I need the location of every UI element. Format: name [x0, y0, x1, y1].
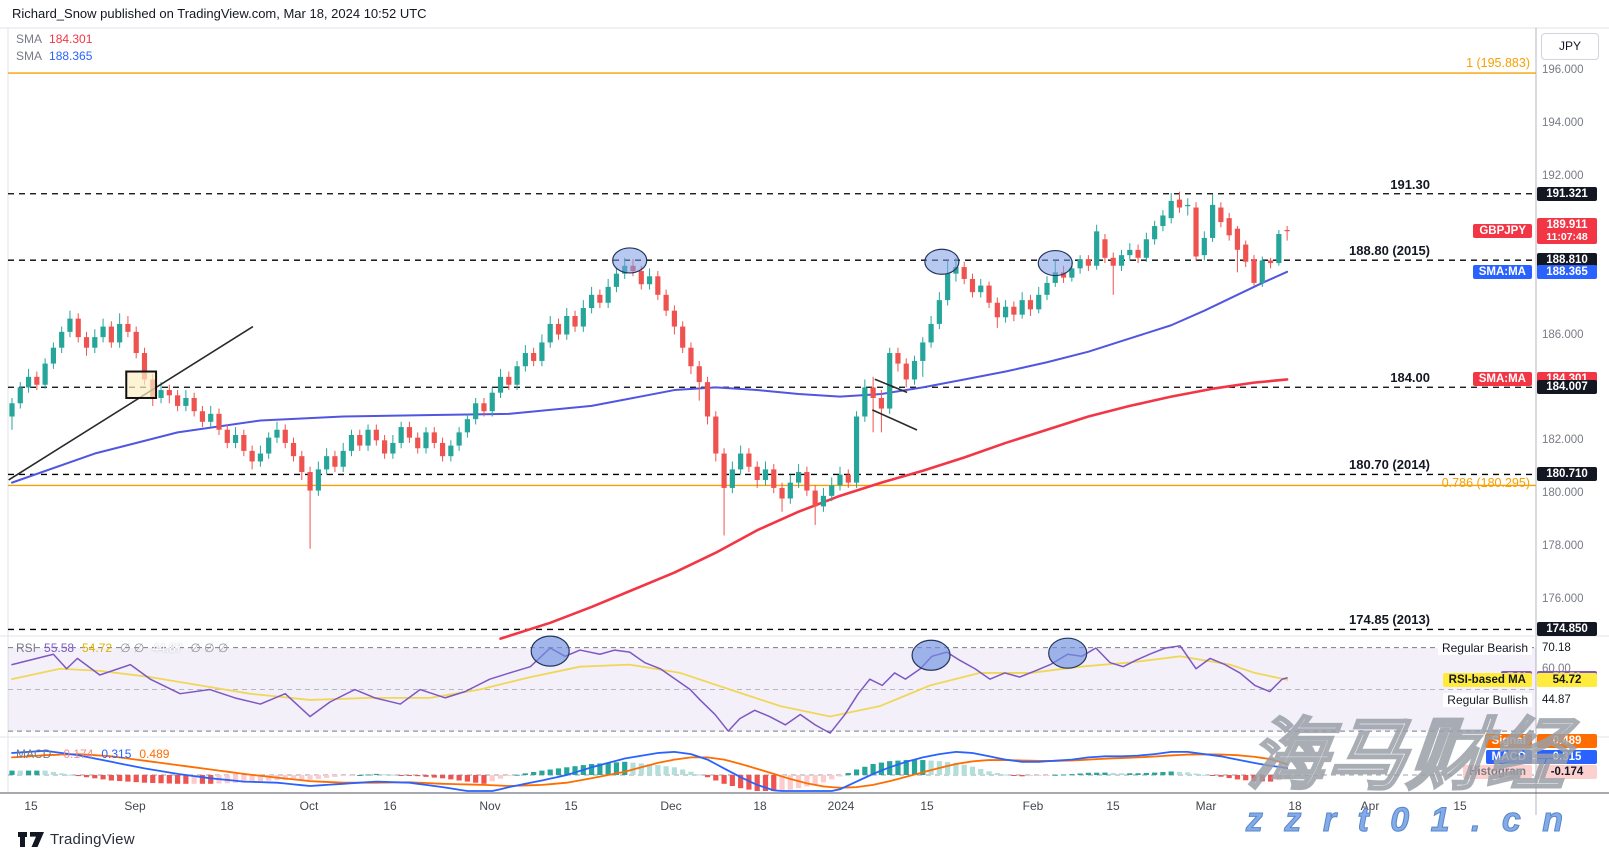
level-label: 188.80 (2015)	[1349, 243, 1430, 259]
time-axis-tick[interactable]: 18	[1288, 799, 1302, 813]
rsi-legend-item: ∅ ∅ ∅	[190, 641, 229, 655]
tradingview-brand-text: TradingView	[50, 831, 135, 848]
sma-name-badge: SMA:MA	[1472, 264, 1532, 279]
currency-toggle-button[interactable]: JPY	[1541, 33, 1599, 60]
fib-label-1: 1 (195.883)	[1466, 56, 1530, 71]
sma2-label: SMA	[16, 49, 43, 63]
time-axis-tick[interactable]: Sep	[124, 799, 146, 813]
level-label: 174.85 (2013)	[1349, 612, 1430, 628]
time-axis-tick[interactable]: Nov	[479, 799, 501, 813]
macd-value-badge: 0.315	[1537, 750, 1597, 764]
macd-pane	[8, 749, 1536, 792]
price-axis-badge: 188.810	[1537, 253, 1597, 268]
time-axis-tick[interactable]: 18	[753, 799, 767, 813]
publish-header: Richard_Snow published on TradingView.co…	[12, 6, 427, 21]
price-axis-badge: 184.007	[1537, 380, 1597, 395]
time-axis-tick[interactable]: Feb	[1022, 799, 1044, 813]
sma-fast-red-line	[499, 378, 1289, 640]
macd-indicator-badge: Signal	[1485, 734, 1532, 748]
rsi-legend-item: 55.58	[44, 641, 75, 655]
tradingview-logo-icon	[18, 832, 44, 847]
price-scale-label: 176.000	[1542, 593, 1584, 605]
price-scale-label: 196.000	[1542, 64, 1584, 76]
time-axis-tick[interactable]: 15	[1453, 799, 1467, 813]
level-label: 191.30	[1390, 176, 1430, 192]
rsi-legend-item: 44.87	[152, 641, 183, 655]
macd-indicator-badge: Histogram	[1463, 765, 1532, 779]
sma-legend: SMA 184.301 SMA 188.365	[16, 31, 99, 65]
macd-legend-item: MACD	[16, 747, 52, 761]
tradingview-footer[interactable]: TradingView	[18, 831, 135, 848]
time-axis-tick[interactable]: 18	[220, 799, 234, 813]
symbol-name-badge: GBPJPY	[1473, 224, 1532, 239]
price-scale-label: 194.000	[1542, 116, 1584, 129]
time-axis-tick[interactable]: 15	[920, 799, 934, 813]
macd-legend-item: -0.174	[59, 747, 94, 761]
price-scale-label: 182.000	[1542, 434, 1584, 447]
time-axis-tick[interactable]: 15	[24, 799, 38, 813]
time-axis-tick[interactable]: 15	[564, 799, 578, 813]
sma-legend-row-2: SMA 188.365	[16, 48, 99, 65]
price-axis-badge: 180.710	[1537, 467, 1597, 482]
fib-label-0786: 0.786 (180.295)	[1441, 476, 1530, 491]
rsi-scale-value: 70.18	[1542, 641, 1571, 654]
rsi-divergence-label: Regular Bearish	[1437, 640, 1532, 655]
macd-legend: MACD -0.174 0.315 0.489	[16, 747, 177, 761]
sma-legend-row-1: SMA 184.301	[16, 31, 99, 48]
candlestick-series	[9, 191, 1290, 549]
time-axis-tick[interactable]: 15	[1106, 799, 1120, 813]
price-axis-badge: 174.850	[1537, 622, 1597, 637]
horizontal-levels	[8, 193, 1536, 631]
sma1-value: 184.301	[49, 32, 93, 46]
sma1-label: SMA	[16, 32, 43, 46]
macd-value-badge: -0.174	[1537, 765, 1597, 779]
price-scale-label: 178.000	[1542, 540, 1584, 553]
macd-legend-item: 0.489	[139, 747, 170, 761]
time-axis-tick[interactable]: 2024	[827, 799, 855, 813]
time-axis-tick[interactable]: 16	[383, 799, 397, 813]
pane-borders	[0, 27, 1609, 815]
level-label: 180.70 (2014)	[1349, 457, 1430, 473]
rsi-value-badge: 54.72	[1537, 672, 1597, 687]
macd-legend-item: 0.315	[101, 747, 132, 761]
sma-name-badge: SMA:MA	[1472, 372, 1532, 387]
level-label: 184.00	[1390, 370, 1430, 386]
price-axis-badge: 188.365	[1537, 264, 1597, 279]
price-scale-label: 180.000	[1542, 487, 1584, 500]
price-axis-badge: 191.321	[1537, 186, 1597, 201]
rsi-pane	[8, 635, 1536, 734]
rsi-legend: RSI 55.58 54.72 ∅ ∅ 44.87 ∅ ∅ ∅	[16, 641, 236, 655]
time-axis-tick[interactable]: Mar	[1195, 799, 1217, 813]
rsi-legend-item: RSI	[16, 641, 37, 655]
price-axis-badge: 189.911 11:07:48	[1537, 218, 1597, 245]
price-scale-label: 192.000	[1542, 169, 1584, 182]
time-axis-tick[interactable]: Dec	[660, 799, 682, 813]
sma2-value: 188.365	[49, 49, 93, 63]
time-axis-tick[interactable]: Oct	[299, 799, 319, 813]
macd-indicator-badge: MACD	[1485, 750, 1532, 764]
price-scale-label: 186.000	[1542, 328, 1584, 341]
time-axis-tick[interactable]: Apr	[1360, 799, 1380, 813]
rsi-legend-item: 54.72	[82, 641, 113, 655]
rsi-scale-value: 44.87	[1542, 694, 1571, 707]
rsi-divergence-label: Regular Bullish	[1443, 693, 1532, 708]
rsi-legend-item: ∅ ∅	[120, 641, 145, 655]
rsi-indicator-badge: RSI-based MA	[1442, 672, 1532, 687]
drawing-annotations	[8, 247, 1073, 481]
sma-slow-blue-line	[11, 270, 1289, 484]
macd-value-badge: 0.489	[1537, 734, 1597, 748]
